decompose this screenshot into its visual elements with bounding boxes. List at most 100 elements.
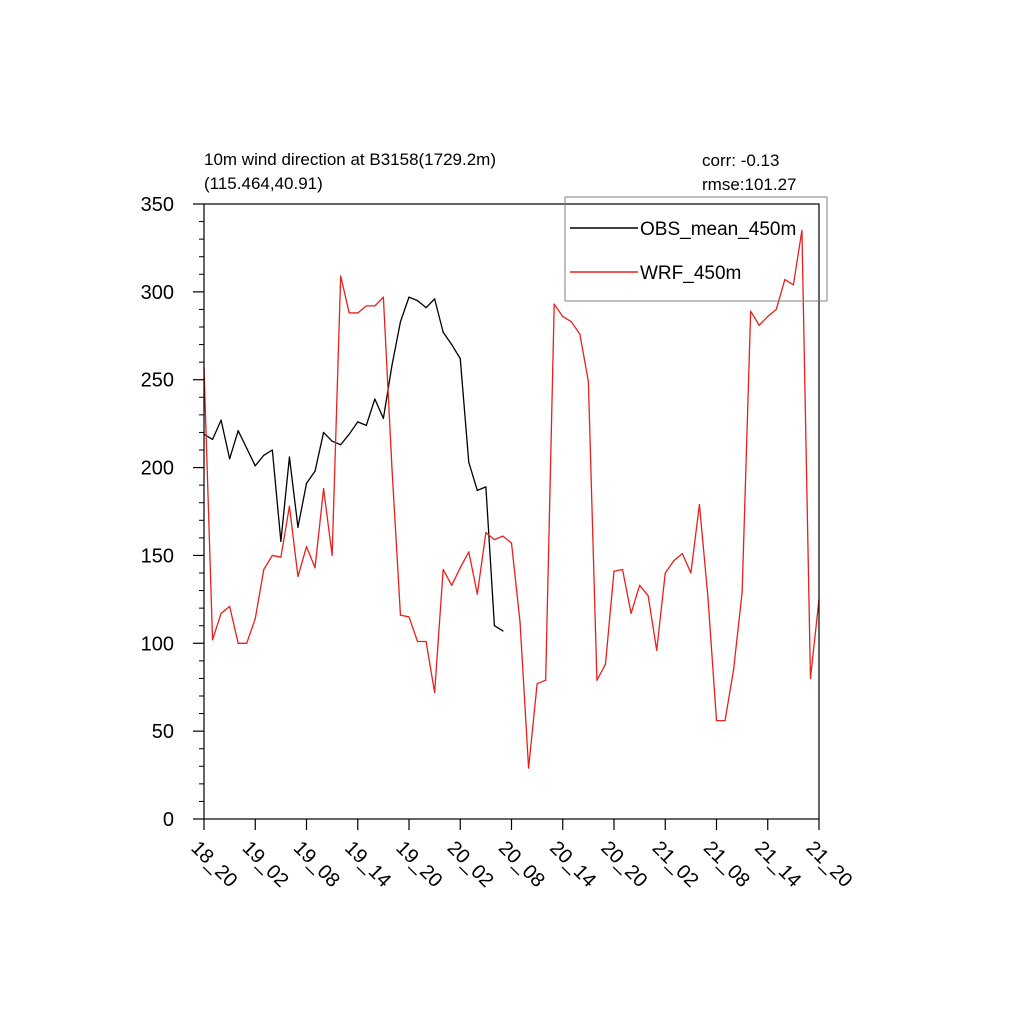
series-0-point (451, 343, 453, 346)
series-0-point (391, 365, 393, 367)
y-tick-label: 50 (152, 721, 174, 743)
series-layer (203, 229, 820, 769)
series-1-point (784, 278, 786, 281)
series-1-point (425, 640, 427, 643)
series-0-point (459, 358, 461, 360)
x-tick-label: 19_20 (391, 837, 446, 892)
series-0-point (382, 417, 384, 419)
series-1-point (527, 767, 530, 769)
series-1-point (724, 720, 726, 722)
series-1-point (613, 570, 615, 572)
series-1-point (288, 505, 291, 507)
series-1-point (792, 284, 794, 286)
series-1-point (468, 551, 470, 553)
series-0-point (399, 321, 402, 323)
series-1-point (476, 593, 478, 595)
series-1-point (698, 503, 701, 506)
legend-label-wrf: WRF_450m (640, 263, 741, 284)
series-1-point (374, 305, 376, 307)
x-tick-label: 19_02 (238, 837, 293, 892)
series-1-point (732, 669, 735, 671)
y-tick-label: 250 (141, 370, 174, 392)
series-1-point (621, 568, 624, 571)
series-0-point (263, 454, 265, 456)
series-0-point (348, 433, 350, 435)
series-0-point (297, 526, 299, 528)
series-1-point (664, 572, 666, 574)
series-1-point (801, 229, 803, 231)
series-0-point (408, 296, 410, 298)
series-1-point (809, 677, 812, 680)
series-line-0 (203, 296, 504, 632)
series-1-point (451, 584, 453, 586)
x-tick-label: 21_02 (648, 837, 703, 892)
series-1-point (211, 639, 214, 641)
series-1-point (502, 535, 504, 537)
series-1-point (416, 640, 419, 643)
series-1-point (519, 621, 521, 623)
series-1-point (408, 616, 410, 618)
y-tick-label: 150 (141, 545, 174, 567)
series-1-point (434, 691, 436, 694)
series-1-point (647, 595, 649, 597)
series-1-point (271, 554, 273, 557)
x-axis-ticks: 18_2019_0219_0819_1419_2020_0220_0820_14… (186, 819, 856, 892)
x-tick-label: 20_14 (545, 837, 600, 892)
series-0-point (493, 625, 496, 627)
legend-box (564, 196, 828, 302)
series-1-point (604, 663, 607, 665)
series-0-point (468, 461, 470, 463)
chart-title-line-1: 10m wind direction at B3158(1729.2m) (204, 150, 496, 169)
rmse-label: rmse:101.27 (702, 175, 797, 194)
series-0-point (254, 465, 256, 467)
x-tick-label: 20_08 (494, 837, 549, 892)
series-1-point (365, 305, 367, 307)
series-1-point (297, 575, 299, 578)
series-1-point (630, 612, 632, 615)
series-0-point (485, 486, 487, 488)
x-tick-label: 21_20 (801, 837, 856, 892)
series-0-point (502, 630, 504, 632)
series-1-point (442, 568, 444, 571)
series-1-point (587, 380, 589, 383)
series-0-point (220, 419, 222, 421)
series-1-point (656, 649, 658, 651)
series-0-point (288, 456, 291, 458)
series-0-point (314, 470, 316, 472)
series-1-point (220, 612, 222, 615)
series-1-point (681, 553, 683, 555)
x-tick-label: 18_20 (186, 837, 241, 892)
series-1-point (707, 597, 709, 599)
series-0-point (442, 331, 444, 333)
series-1-point (459, 567, 461, 569)
series-0-point (305, 482, 308, 484)
series-1-point (553, 303, 555, 305)
series-line-1 (203, 229, 820, 769)
series-1-point (340, 275, 342, 277)
x-tick-label: 20_02 (443, 837, 498, 892)
series-1-point (357, 312, 359, 314)
series-0-point (374, 398, 376, 400)
corr-label: corr: -0.13 (702, 151, 779, 170)
series-0-point (331, 440, 333, 442)
y-axis-ticks: 0 50 100 150 200 250 300 350 (141, 194, 204, 831)
series-1-point (690, 572, 692, 574)
series-0-point (322, 431, 325, 434)
series-0-point (229, 458, 231, 460)
y-tick-label: 350 (141, 194, 174, 216)
series-1-point (570, 321, 572, 323)
chart-title-line-2: (115.464,40.91) (204, 174, 323, 193)
series-1-point (391, 466, 393, 469)
series-0-point (340, 444, 342, 446)
series-1-point (485, 531, 487, 534)
series-1-point (767, 315, 769, 318)
series-0-point (237, 430, 239, 432)
series-1-point (263, 568, 265, 571)
series-0-point (357, 421, 359, 423)
series-1-point (280, 556, 282, 558)
x-tick-label: 20_20 (596, 837, 651, 892)
series-1-point (322, 488, 325, 490)
series-1-point (750, 310, 752, 312)
series-1-point (331, 554, 333, 557)
